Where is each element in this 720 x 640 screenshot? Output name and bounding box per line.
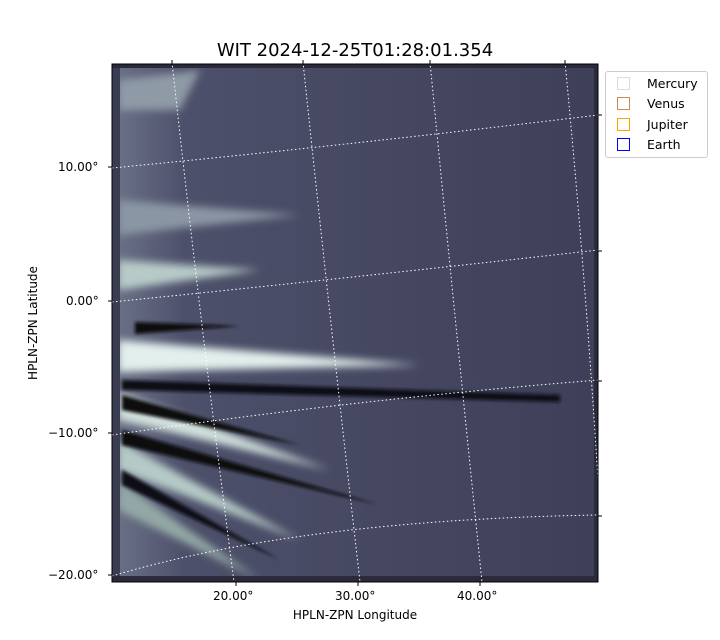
grid-lat-3 (112, 379, 598, 436)
legend-label: Venus (647, 95, 685, 111)
legend-swatch (617, 117, 630, 131)
legend-item-venus: Venus (617, 93, 685, 113)
y-tick-label: −20.00° (48, 568, 99, 582)
legend-label: Earth (647, 136, 681, 152)
x-axis-label: HPLN-ZPN Longitude (292, 608, 418, 622)
grid-lon-2 (302, 64, 361, 582)
grid-lon-3 (429, 64, 483, 582)
grid-lat-1 (112, 114, 598, 169)
grid-lon-1 (171, 64, 235, 582)
coronagraph-image (112, 64, 598, 582)
y-axis-label: HPLN-ZPN Latitude (26, 266, 40, 380)
x-tick-label: 20.00° (213, 589, 254, 603)
legend-item-earth: Earth (617, 134, 681, 154)
grid-lat-4 (112, 514, 598, 577)
legend-swatch (617, 137, 630, 151)
axes-frame (111, 63, 599, 583)
y-tick-label: 10.00° (58, 160, 99, 174)
legend: Mercury Venus Jupiter Earth (605, 71, 708, 158)
chart-title: WIT 2024-12-25T01:28:01.354 (216, 40, 494, 61)
y-tick-label: 0.00° (66, 294, 99, 308)
y-tick-label: −10.00° (48, 426, 99, 440)
grid-lines (112, 64, 598, 582)
legend-swatch (617, 96, 630, 110)
legend-item-mercury: Mercury (617, 73, 698, 93)
legend-label: Jupiter (647, 116, 688, 132)
grid-lat-2 (112, 249, 598, 303)
legend-item-jupiter: Jupiter (617, 114, 688, 134)
tick-marks (108, 60, 602, 586)
legend-swatch (617, 76, 630, 90)
x-tick-label: 30.00° (335, 589, 376, 603)
x-tick-label: 40.00° (457, 589, 498, 603)
legend-label: Mercury (647, 75, 698, 91)
